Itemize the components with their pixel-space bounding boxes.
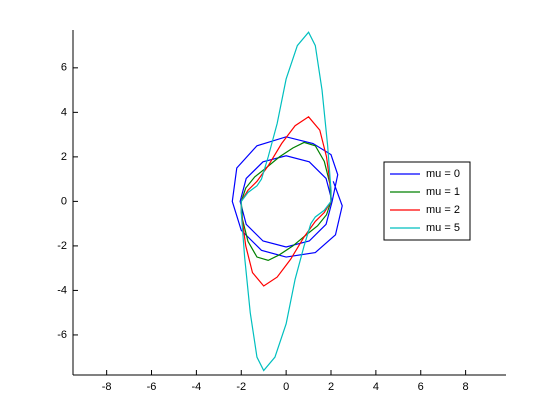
y-tick-label: -4 [57,284,67,296]
y-tick-label: 4 [61,106,67,118]
y-tick-label: 6 [61,62,67,74]
series-line [240,31,332,372]
series-line [231,136,343,258]
legend-label: mu = 1 [426,186,460,198]
x-tick-label: -2 [236,381,246,393]
y-tick-label: 2 [61,151,67,163]
legend-label: mu = 2 [426,204,460,216]
x-tick-label: 4 [373,381,379,393]
x-tick-label: 0 [283,381,289,393]
y-tick-label: -6 [57,329,67,341]
y-tick-label: 0 [61,195,67,207]
legend-box [383,161,471,241]
x-tick-label: -8 [102,381,112,393]
legend-label: mu = 5 [426,222,460,234]
x-tick-label: -6 [147,381,157,393]
y-tick-label: -2 [57,240,67,252]
x-tick-label: 8 [463,381,469,393]
x-tick-label: -4 [192,381,202,393]
series-line [240,141,332,262]
x-tick-label: 2 [328,381,334,393]
legend-label: mu = 0 [426,168,460,180]
series-line [240,116,332,287]
x-tick-label: 6 [418,381,424,393]
